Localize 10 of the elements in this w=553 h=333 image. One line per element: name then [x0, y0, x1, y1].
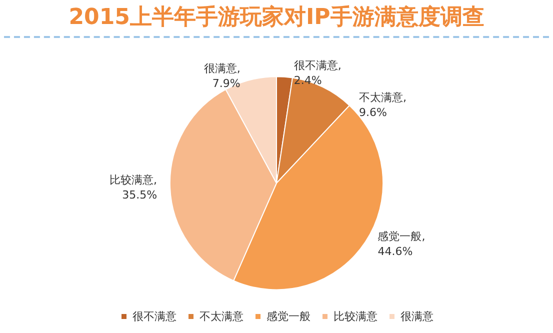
data-label: 感觉一般, 44.6% [378, 230, 426, 258]
legend-label: 不太满意 [200, 310, 244, 323]
data-label: 不太满意, 9.6% [358, 90, 406, 119]
data-label: 很满意, 7.9% [204, 62, 240, 90]
legend-label: 很不满意 [132, 310, 176, 323]
chart-title: 2015上半年手游玩家对IP手游满意度调查 [68, 4, 486, 32]
data-label: 比较满意, 35.5% [110, 174, 158, 202]
legend-label: 很满意 [400, 310, 434, 323]
legend-label: 比较满意 [334, 310, 378, 323]
legend-label: 感觉一般 [266, 310, 310, 323]
